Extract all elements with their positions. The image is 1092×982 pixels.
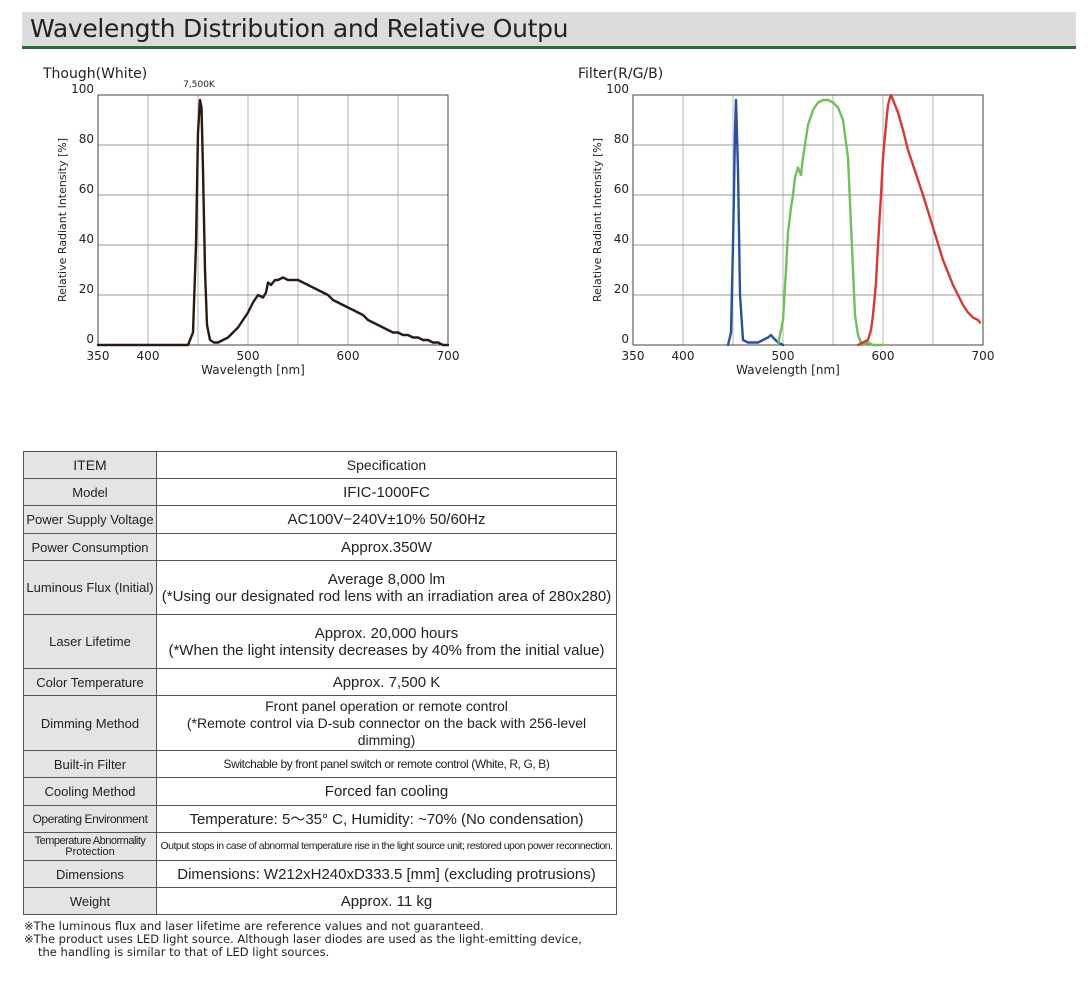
chart-title: Though(White) [42,66,147,82]
section-banner: Wavelength Distribution and Relative Out… [22,12,1076,49]
x-axis-label: Wavelength [nm] [201,363,305,377]
row-value-line2: (*Using our designated rod lens with an … [161,587,612,605]
row-item: Dimming Method [23,695,157,751]
row-value: AC100V−240V±10% 50/60Hz [156,505,617,534]
y-tick-label: 40 [79,232,94,246]
footnote: ※The luminous flux and laser lifetime ar… [24,919,484,933]
banner-accent-line [22,46,527,49]
table-row: Operating Environment Temperature: 5〜35°… [23,805,617,833]
row-item: Weight [23,887,157,915]
plot-frame [97,94,449,346]
x-tick-label: 500 [772,349,795,363]
row-value: Approx.350W [156,533,617,561]
chart-title: Filter(R/G/B) [578,66,663,82]
table-row: Power Supply Voltage AC100V−240V±10% 50/… [23,505,617,534]
row-value: Switchable by front panel switch or remo… [156,750,617,778]
x-tick-label: 500 [237,349,260,363]
series-line-g [776,98,885,347]
x-tick-label: 600 [872,349,895,363]
y-axis-label: Relative Radiant Intensity [%] [56,138,69,302]
row-item: Cooling Method [23,777,157,806]
row-item: Model [23,478,157,506]
row-item: Power Consumption [23,533,157,561]
x-tick-label: 400 [672,349,695,363]
row-item: Color Temperature [23,668,157,696]
row-value-line2: (*Remote control via D-sub connector on … [186,714,587,748]
row-item: Operating Environment [23,805,157,833]
peak-annotation: 7,500K [183,80,216,90]
row-item-line1: Temperature Abnormality [34,834,146,847]
row-value: Front panel operation or remote control … [156,695,617,751]
row-item-line2: Protection [65,845,115,858]
table-row: Dimming Method Front panel operation or … [23,695,617,751]
y-tick-label: 20 [614,282,629,296]
y-tick-label: 80 [614,132,629,146]
series-line-white [96,98,450,347]
row-value: Dimensions: W212xH240xD333.5 [mm] (exclu… [156,860,617,888]
row-item: Power Supply Voltage [23,505,157,534]
y-tick-label: 0 [86,332,94,346]
header-specification: Specification [156,451,617,479]
y-tick-label: 100 [71,82,94,96]
row-item: Built-in Filter [23,750,157,778]
row-value-line1: Approx. 20,000 hours [314,624,459,642]
table-row: Color Temperature Approx. 7,500 K [23,668,617,696]
table-header-row: ITEM Specification [23,451,617,479]
x-tick-label: 400 [137,349,160,363]
x-tick-label: 600 [337,349,360,363]
plot-frame [632,94,984,346]
row-item: Dimensions [23,860,157,888]
row-value: Approx. 7,500 K [156,668,617,696]
table-row: Dimensions Dimensions: W212xH240xD333.5 … [23,860,617,888]
footnote: the handling is similar to that of LED l… [38,945,330,959]
series-line-b [726,98,785,347]
table-row: Temperature Abnormality Protection Outpu… [23,832,617,861]
section-title: Wavelength Distribution and Relative Out… [30,14,569,43]
x-tick-label: 350 [622,349,645,363]
table-row: Built-in Filter Switchable by front pane… [23,750,617,778]
table-row: Power Consumption Approx.350W [23,533,617,561]
y-tick-label: 80 [79,132,94,146]
table-row: Luminous Flux (Initial) Average 8,000 lm… [23,560,617,615]
x-tick-label: 700 [972,349,995,363]
row-item: Temperature Abnormality Protection [23,832,157,861]
row-value-line2: (*When the light intensity decreases by … [168,641,605,659]
footnote: ※The product uses LED light source. Alth… [24,932,582,946]
row-value: Approx. 11 kg [156,887,617,915]
spec-table: ITEM Specification Model IFIC-1000FC Pow… [23,451,617,915]
row-value-line1: Average 8,000 lm [327,570,446,588]
row-value-line1: Front panel operation or remote control [265,697,508,714]
row-value: Approx. 20,000 hours (*When the light in… [156,614,617,669]
y-tick-label: 0 [621,332,629,346]
row-value: Average 8,000 lm (*Using our designated … [156,560,617,615]
row-item: Laser Lifetime [23,614,157,669]
x-tick-label: 350 [87,349,110,363]
row-value: Forced fan cooling [156,777,617,806]
y-tick-label: 20 [79,282,94,296]
row-value: Output stops in case of abnormal tempera… [156,832,617,861]
y-axis-label: Relative Radiant Intensity [%] [591,138,604,302]
table-row: Laser Lifetime Approx. 20,000 hours (*Wh… [23,614,617,669]
row-value: IFIC-1000FC [156,478,617,506]
x-axis-label: Wavelength [nm] [736,363,840,377]
row-item: Luminous Flux (Initial) [23,560,157,615]
y-tick-label: 60 [614,182,629,196]
y-tick-label: 60 [79,182,94,196]
table-row: Model IFIC-1000FC [23,478,617,506]
table-row: Weight Approx. 11 kg [23,887,617,915]
y-tick-label: 40 [614,232,629,246]
chart-filter-rgb: Filter(R/G/B) 350 400 500 600 700 0 20 40 60 80 100… [578,66,995,377]
x-tick-label: 700 [437,349,460,363]
footnotes: ※The luminous flux and laser lifetime ar… [24,920,582,959]
series-line-r [856,93,982,347]
row-value: Temperature: 5〜35° C, Humidity: ~70% (No… [156,805,617,833]
y-tick-label: 100 [606,82,629,96]
table-row: Cooling Method Forced fan cooling [23,777,617,806]
header-item: ITEM [23,451,157,479]
chart-white: Though(White) 350 400 500 600 700 0 20 40 60 80 100… [42,66,460,377]
